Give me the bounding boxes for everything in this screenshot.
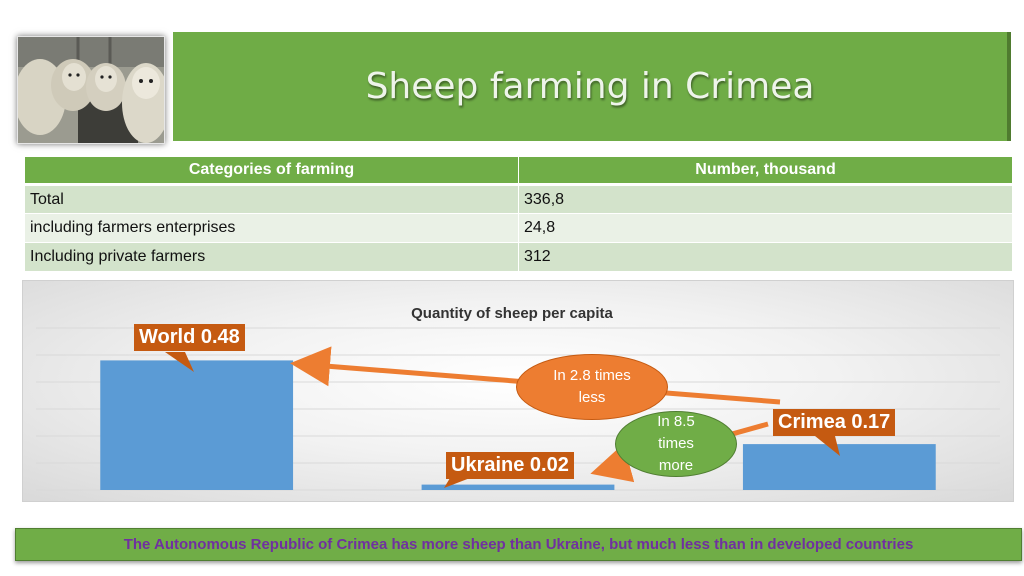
bar-crimea: [742, 444, 936, 490]
table-row: including farmers enterprises 24,8: [24, 213, 1013, 243]
slide-title: Sheep farming in Crimea: [365, 66, 815, 107]
column-header-category: Categories of farming: [24, 156, 519, 186]
comparison-bubble-less: In 2.8 times less: [516, 354, 668, 420]
bubble-more-line-1: In 8.5: [657, 413, 695, 430]
bubble-less-line-1: In 2.8 times: [553, 367, 631, 384]
sheep-illustration: [18, 37, 164, 143]
table-cell-category: Total: [24, 184, 519, 214]
column-header-number: Number, thousand: [518, 156, 1013, 186]
bubble-more-line-2: times: [658, 435, 694, 452]
bubble-less-line-2: less: [578, 389, 606, 406]
table-header-row: Categories of farming Number, thousand: [24, 156, 1013, 186]
chart-title: Quantity of sheep per capita: [411, 305, 613, 322]
comparison-bubble-more: In 8.5 times more: [615, 411, 737, 477]
table-cell-number: 312: [518, 242, 1013, 272]
footer-banner: The Autonomous Republic of Crimea has mo…: [15, 528, 1022, 561]
data-label-world: World 0.48: [134, 324, 245, 351]
table-cell-category: Including private farmers: [24, 242, 519, 272]
data-label-ukraine: Ukraine 0.02: [446, 452, 574, 479]
bubble-more-line-3: more: [658, 457, 694, 474]
farming-table: Categories of farming Number, thousand T…: [24, 156, 1013, 272]
bar-ukraine: [421, 484, 615, 490]
title-banner: Sheep farming in Crimea: [173, 32, 1011, 141]
data-label-crimea: Crimea 0.17: [773, 409, 896, 436]
table-cell-number: 336,8: [518, 184, 1013, 214]
table-row: Including private farmers 312: [24, 242, 1013, 272]
footer-conclusion: The Autonomous Republic of Crimea has mo…: [123, 536, 914, 553]
sheep-photo: [17, 36, 165, 144]
table-cell-number: 24,8: [518, 213, 1013, 243]
table-row: Total 336,8: [24, 184, 1013, 214]
table-cell-category: including farmers enterprises: [24, 213, 519, 243]
bar-world: [100, 360, 294, 490]
